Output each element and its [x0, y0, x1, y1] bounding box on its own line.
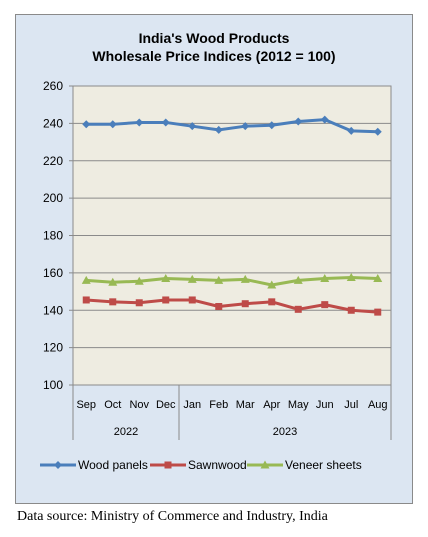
y-tick-label: 200	[43, 191, 63, 205]
y-tick-label: 100	[43, 378, 63, 392]
x-tick-label: Jan	[183, 399, 201, 411]
x-tick-label: Aug	[368, 399, 388, 411]
x-group-label: 2022	[114, 426, 138, 438]
y-tick-label: 220	[43, 154, 63, 168]
x-tick-label: Jul	[344, 399, 358, 411]
data-point-wood-panels	[188, 122, 197, 131]
legend-label-wood-panels: Wood panels	[78, 458, 148, 472]
axes: 100 120 140 160 180 200 220 240 260 Sep Oct Nov Dec J…	[43, 79, 392, 440]
x-tick-label: Feb	[209, 399, 228, 411]
data-point-sawnwood	[162, 296, 170, 304]
x-tick-label: Nov	[129, 399, 149, 411]
data-point-wood-panels	[241, 122, 250, 131]
series-line-veneer-sheets	[86, 276, 378, 287]
legend: Wood panels Sawnwood Veneer sheets	[40, 458, 362, 472]
data-point-wood-panels	[82, 120, 91, 129]
data-point-veneer-sheets	[320, 273, 330, 282]
legend-label-sawnwood: Sawnwood	[188, 458, 247, 472]
y-tick-label: 260	[43, 79, 63, 93]
data-point-wood-panels	[135, 118, 144, 127]
x-tick-label: Apr	[263, 399, 280, 411]
data-point-wood-panels	[161, 118, 170, 127]
data-point-sawnwood	[347, 306, 355, 314]
data-point-wood-panels	[214, 125, 223, 134]
data-point-sawnwood	[241, 300, 249, 308]
data-point-wood-panels	[347, 126, 356, 135]
data-point-veneer-sheets	[346, 273, 356, 282]
data-point-veneer-sheets	[187, 274, 197, 283]
y-tick-label: 180	[43, 229, 63, 243]
data-point-wood-panels	[373, 127, 382, 136]
x-tick-label: Dec	[156, 399, 176, 411]
x-tick-label: Sep	[76, 399, 96, 411]
y-tick-label: 240	[43, 116, 63, 130]
data-point-sawnwood	[82, 296, 90, 304]
y-tick-label: 120	[43, 341, 63, 355]
data-point-sawnwood	[135, 299, 143, 307]
legend-marker-veneer-sheets	[260, 460, 270, 469]
legend-marker-wood-panels	[54, 461, 62, 469]
data-point-sawnwood	[215, 303, 223, 311]
data-point-veneer-sheets	[214, 275, 224, 284]
data-point-wood-panels	[320, 115, 329, 124]
data-point-sawnwood	[188, 296, 196, 304]
data-point-sawnwood	[321, 301, 329, 309]
series-layer	[81, 115, 383, 316]
y-tick-label: 160	[43, 266, 63, 280]
data-point-sawnwood	[268, 298, 276, 306]
data-point-veneer-sheets	[108, 277, 118, 286]
data-point-veneer-sheets	[267, 280, 277, 289]
data-point-veneer-sheets	[240, 274, 250, 283]
legend-marker-sawnwood	[164, 461, 172, 469]
x-tick-label: Mar	[236, 399, 255, 411]
x-group-label: 2023	[273, 426, 297, 438]
data-point-wood-panels	[108, 120, 117, 129]
data-source-note: Data source: Ministry of Commerce and In…	[17, 509, 328, 524]
x-tick-label: Oct	[104, 399, 121, 411]
data-point-veneer-sheets	[293, 275, 303, 284]
legend-label-veneer-sheets: Veneer sheets	[285, 458, 362, 472]
chart-subtitle: Wholesale Price Indices (2012 = 100)	[92, 48, 335, 64]
chart-title: India's Wood Products	[139, 30, 290, 46]
data-point-veneer-sheets	[134, 276, 144, 285]
data-point-wood-panels	[267, 121, 276, 130]
y-tick-label: 140	[43, 303, 63, 317]
data-point-veneer-sheets	[161, 273, 171, 282]
data-point-sawnwood	[374, 308, 382, 316]
data-point-wood-panels	[294, 117, 303, 126]
x-tick-label: May	[288, 399, 309, 411]
plot-area	[72, 85, 392, 386]
data-point-sawnwood	[109, 298, 117, 306]
data-point-veneer-sheets	[81, 275, 91, 284]
series-line-sawnwood	[86, 298, 378, 314]
data-point-veneer-sheets	[373, 273, 383, 282]
series-line-wood-panels	[86, 118, 378, 134]
x-tick-label: Jun	[316, 399, 334, 411]
data-point-sawnwood	[294, 305, 302, 313]
